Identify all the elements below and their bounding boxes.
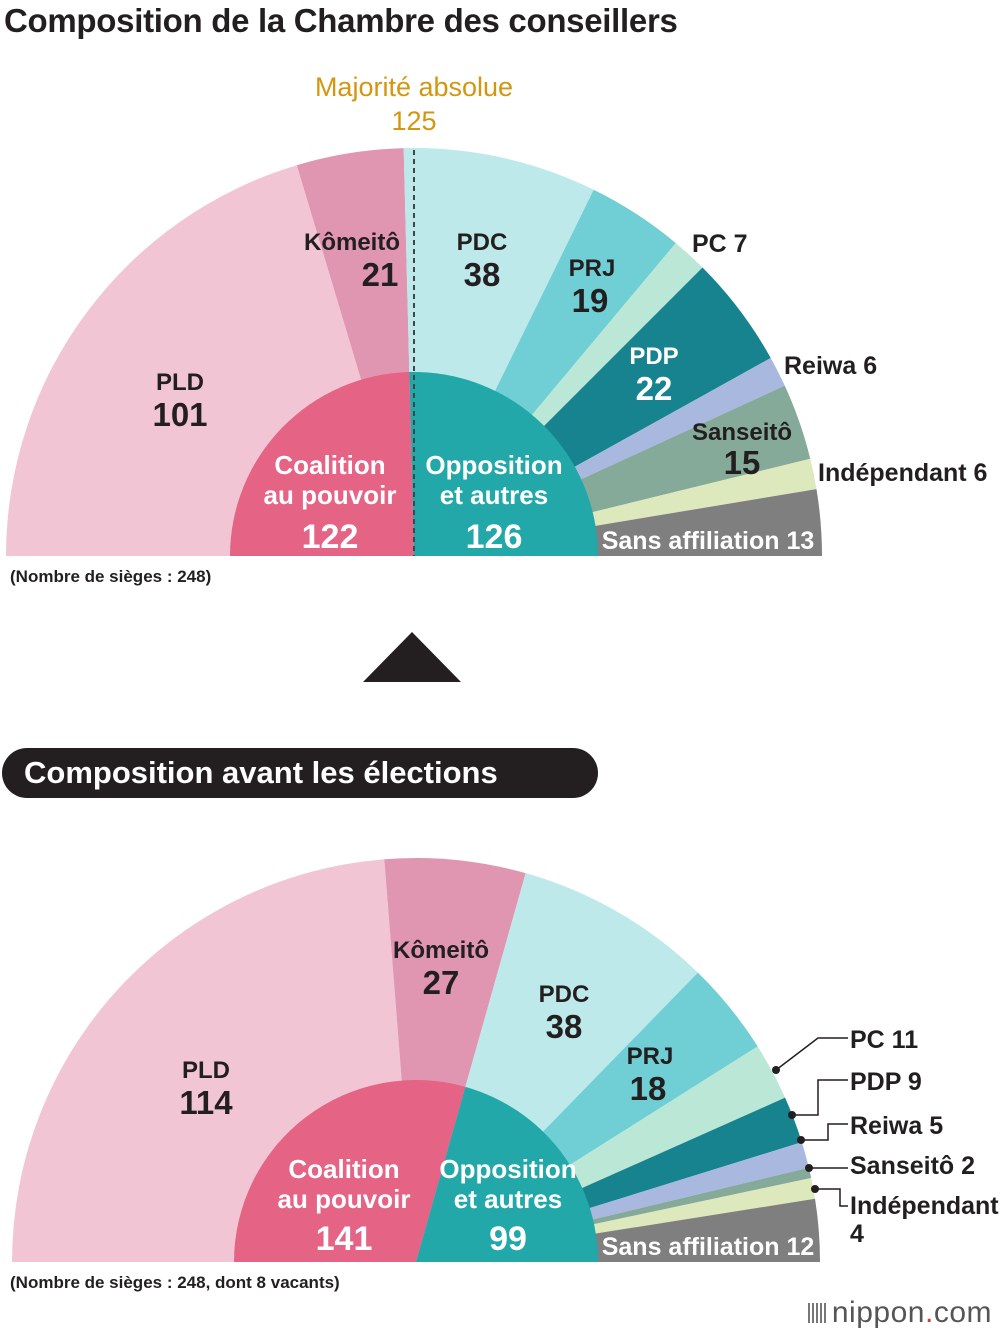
- value-before-komeito: 27: [423, 964, 460, 1001]
- leader-dot-pc: [772, 1066, 780, 1074]
- leader-line-reiwa: [801, 1123, 848, 1141]
- label-before-reiwa: Reiwa 5: [850, 1112, 943, 1140]
- label-pc: PC 7: [692, 230, 748, 258]
- majority-value: 125: [391, 106, 436, 136]
- label-pdc: PDC: [457, 229, 508, 256]
- bloc-before-coalition: [234, 1079, 466, 1262]
- leader-dot-pdp: [788, 1111, 796, 1119]
- bloc-before-value-coalition: 141: [316, 1220, 373, 1258]
- label-before-pc: PC 11: [850, 1026, 918, 1054]
- value-pdc: 38: [464, 256, 501, 293]
- bloc-coalition: [230, 372, 414, 556]
- value-komeito: 21: [362, 256, 399, 293]
- leader-line-pc: [775, 1037, 848, 1071]
- label2-before-independant: 4: [850, 1220, 864, 1248]
- bloc-value-opposition: 126: [466, 518, 523, 556]
- label-pdp: PDP: [629, 343, 678, 370]
- label-before-pdp: PDP 9: [850, 1068, 922, 1096]
- label-before-independant: Indépendant: [850, 1192, 999, 1220]
- value-prj: 19: [572, 282, 609, 319]
- majority-label: Majorité absolue: [315, 72, 513, 102]
- bloc-before-label-coalition: Coalition: [288, 1154, 399, 1184]
- bloc-before-sublabel-opposition: et autres: [454, 1184, 562, 1214]
- value-pdp: 22: [636, 370, 673, 407]
- leader-line-pdp: [792, 1079, 848, 1116]
- before-elections-banner: Composition avant les élections: [2, 748, 598, 798]
- bloc-before-sublabel-coalition: au pouvoir: [278, 1184, 411, 1214]
- arrow-icon: [363, 632, 461, 682]
- bloc-before-opposition: [416, 1086, 598, 1262]
- nippon-logo: nippon.com: [807, 1296, 992, 1330]
- value-pld: 101: [152, 396, 207, 433]
- label-before-pdc: PDC: [539, 981, 590, 1008]
- label-before-pld: PLD: [182, 1057, 230, 1084]
- label-sanseito: Sanseitô: [692, 419, 792, 446]
- bloc-before-value-opposition: 99: [489, 1220, 527, 1258]
- leader-line-independant: [815, 1188, 848, 1207]
- label-independant: Indépendant 6: [818, 459, 987, 487]
- seats-note-before: (Nombre de sièges : 248, dont 8 vacants): [10, 1273, 340, 1292]
- page-title: Composition de la Chambre des conseiller…: [4, 2, 678, 39]
- seats-note-current: (Nombre de sièges : 248): [10, 567, 212, 586]
- value-before-prj: 18: [630, 1070, 667, 1107]
- label-before-prj: PRJ: [627, 1043, 674, 1070]
- value-before-pld: 114: [179, 1084, 233, 1121]
- leader-dot-sanseito: [805, 1164, 813, 1172]
- logo-bars-icon: [807, 1303, 826, 1323]
- bloc-sublabel-coalition: au pouvoir: [264, 480, 397, 510]
- bloc-sublabel-opposition: et autres: [440, 480, 548, 510]
- label-before-komeito: Kômeitô: [393, 937, 489, 964]
- label-sans: Sans affiliation 13: [602, 527, 815, 555]
- bloc-before-label-opposition: Opposition: [439, 1154, 576, 1184]
- value-sanseito: 15: [724, 444, 761, 481]
- value-before-pdc: 38: [546, 1008, 583, 1045]
- leader-dot-reiwa: [797, 1136, 805, 1144]
- label-prj: PRJ: [569, 255, 616, 282]
- label-komeito: Kômeitô: [304, 229, 400, 256]
- bloc-label-opposition: Opposition: [425, 450, 562, 480]
- label-before-sans: Sans affiliation 12: [602, 1233, 815, 1261]
- label-pld: PLD: [156, 369, 204, 396]
- bloc-label-coalition: Coalition: [274, 450, 385, 480]
- label-before-sanseito: Sanseitô 2: [850, 1152, 975, 1180]
- bloc-value-coalition: 122: [302, 518, 359, 556]
- leader-dot-independant: [811, 1185, 819, 1193]
- label-reiwa: Reiwa 6: [784, 352, 877, 380]
- bloc-opposition: [409, 372, 598, 556]
